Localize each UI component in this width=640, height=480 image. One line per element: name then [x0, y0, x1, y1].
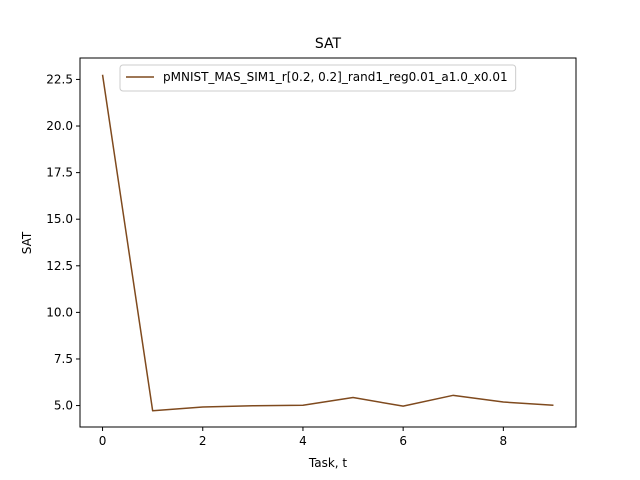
y-tick-label: 15.0 — [46, 212, 73, 226]
y-tick-label: 10.0 — [46, 305, 73, 319]
y-tick-label: 12.5 — [46, 259, 73, 273]
x-tick-label: 2 — [199, 434, 207, 448]
legend-label: pMNIST_MAS_SIM1_r[0.2, 0.2]_rand1_reg0.0… — [163, 70, 508, 84]
y-tick-label: 22.5 — [46, 72, 73, 86]
axes-frame — [79, 57, 577, 428]
x-tick-label: 0 — [99, 434, 107, 448]
plot-area — [101, 74, 554, 412]
y-axis: 5.0 7.5 10.0 12.5 15.0 17.5 20.0 22.5 — [46, 72, 80, 413]
y-tick-label: 5.0 — [54, 399, 73, 413]
chart-title: SAT — [315, 36, 342, 52]
y-tick-label: 20.0 — [46, 119, 73, 133]
y-tick-label: 7.5 — [54, 352, 73, 366]
x-tick-label: 8 — [500, 434, 508, 448]
y-axis-label: SAT — [20, 231, 34, 254]
x-axis-label: Task, t — [308, 456, 348, 470]
x-tick-label: 6 — [399, 434, 407, 448]
legend-box — [119, 64, 517, 92]
x-tick-label: 4 — [299, 434, 307, 448]
x-axis: 0 2 4 6 8 — [99, 427, 507, 448]
y-tick-label: 17.5 — [46, 166, 73, 180]
legend: pMNIST_MAS_SIM1_r[0.2, 0.2]_rand1_reg0.0… — [119, 64, 517, 92]
series-line — [101, 74, 554, 412]
